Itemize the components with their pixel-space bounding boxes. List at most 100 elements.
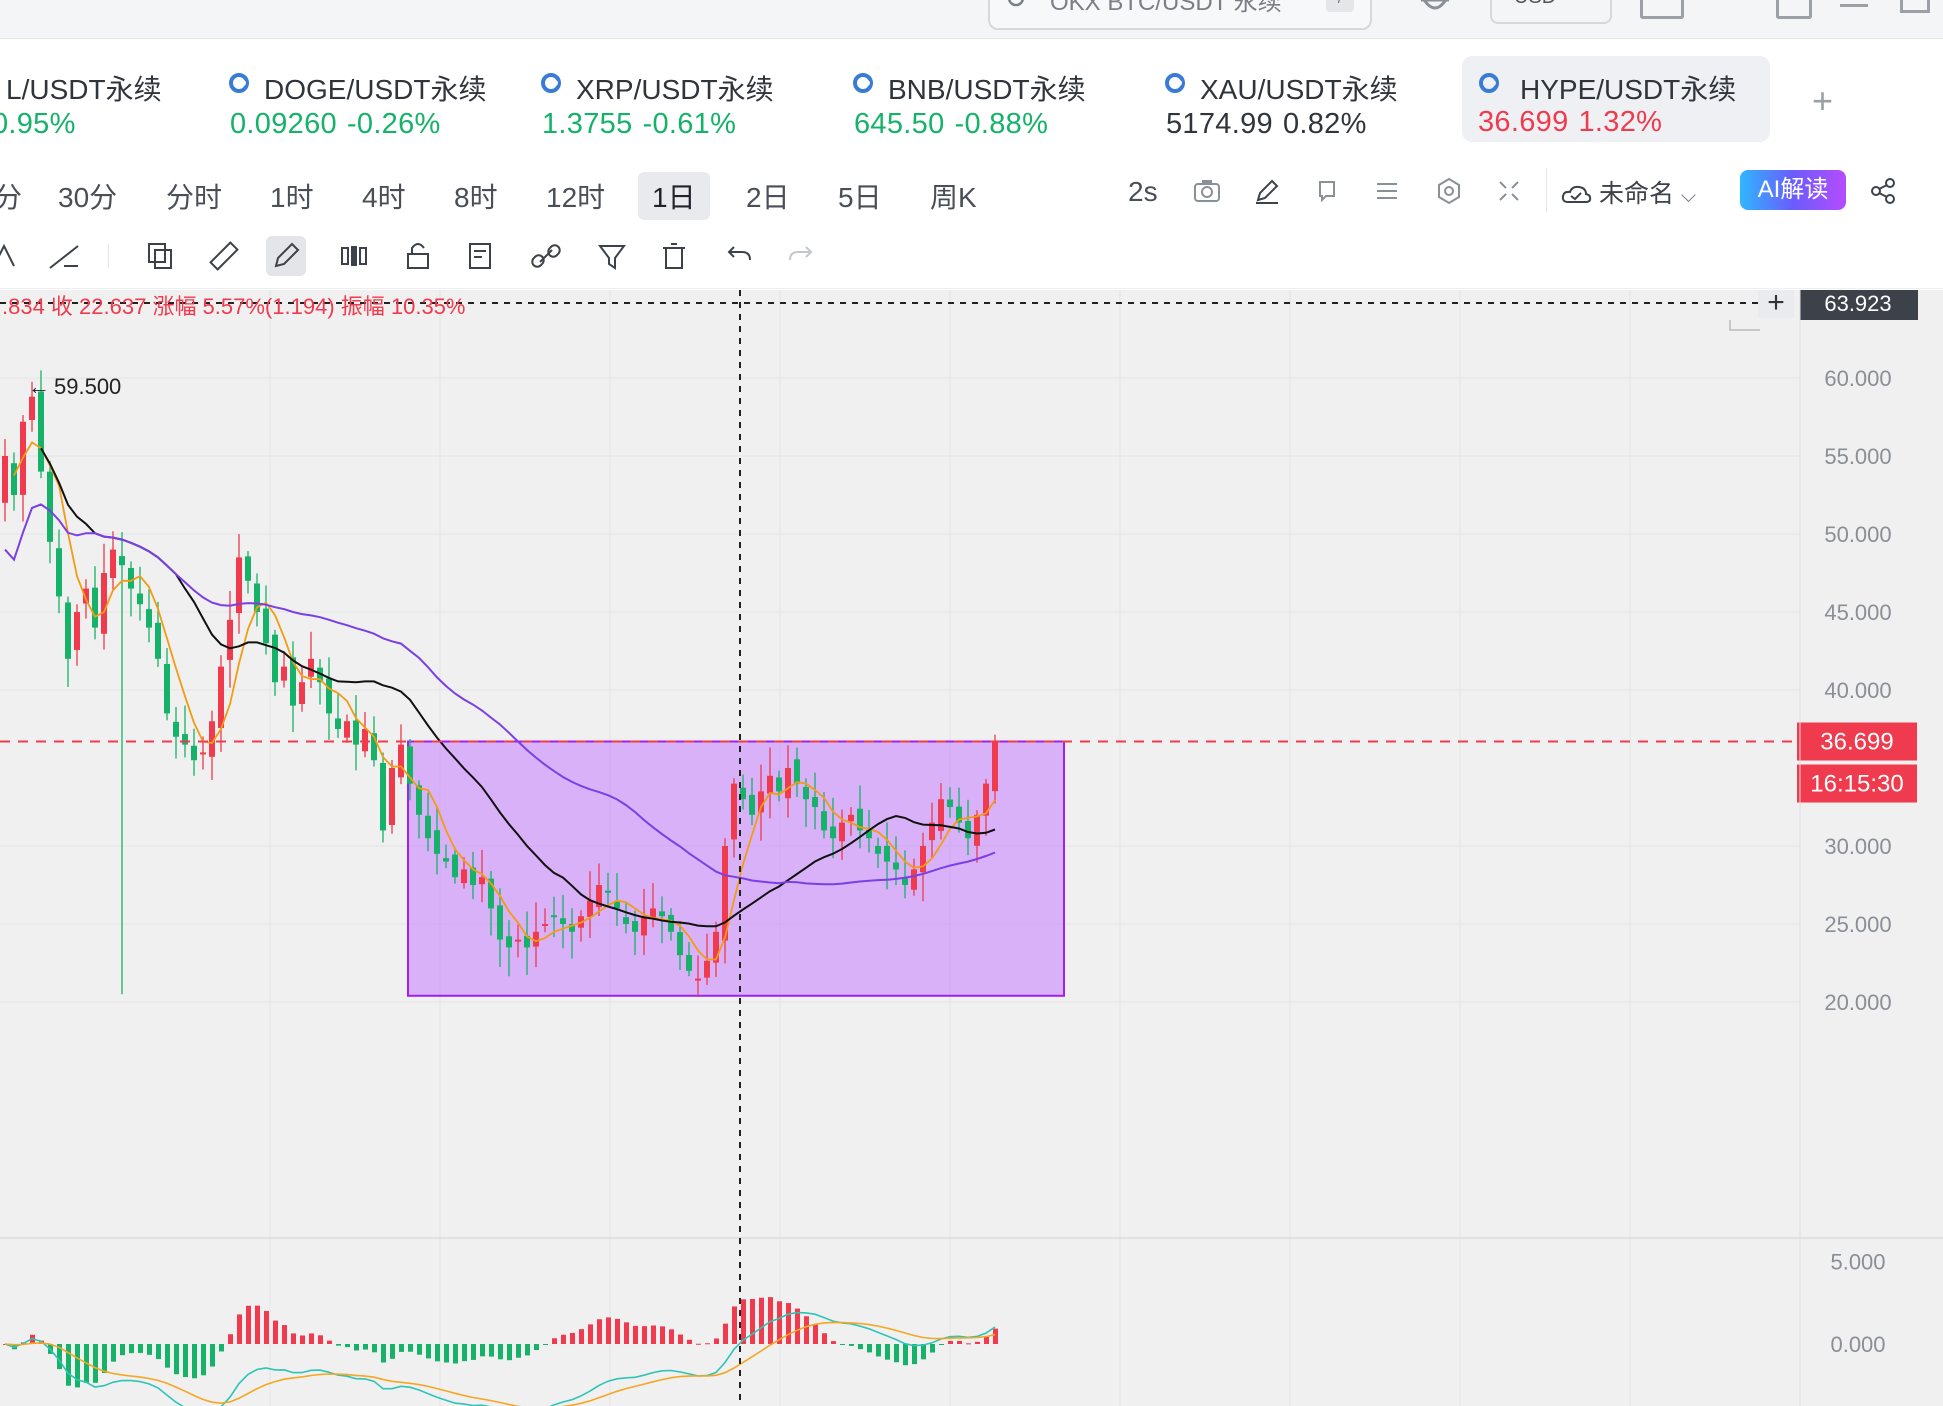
timeframe-option[interactable]: 周K	[930, 182, 977, 213]
refresh-interval[interactable]: 2s	[1128, 176, 1158, 207]
layout-icon[interactable]	[1776, 0, 1812, 19]
price-axis-label: 20.000	[1824, 990, 1891, 1015]
search-input[interactable]: OKX BTC/USDT 永续 /	[988, 0, 1372, 30]
timeframe-option[interactable]: 分时	[166, 182, 223, 213]
timeframe-option[interactable]: 8时	[454, 182, 498, 213]
macd-bar	[759, 1297, 764, 1344]
link-icon[interactable]	[526, 236, 566, 276]
ma-fast-line	[13, 441, 996, 961]
candle-body	[803, 786, 809, 800]
macd-bar	[552, 1338, 557, 1344]
minimize-icon[interactable]	[1840, 4, 1868, 7]
candle-body	[245, 556, 251, 581]
timeframe-option[interactable]: 30分	[58, 182, 118, 213]
copy-icon[interactable]	[140, 236, 180, 276]
bell-icon[interactable]	[1418, 0, 1452, 20]
search-icon	[1008, 0, 1025, 7]
candle-body	[74, 612, 80, 651]
ma-mid-line	[40, 447, 996, 928]
edit-list-icon[interactable]	[462, 236, 502, 276]
alert-icon[interactable]	[1312, 176, 1342, 206]
add-tab-button[interactable]: +	[1812, 80, 1834, 121]
settings-icon[interactable]	[1434, 176, 1464, 206]
brush-icon[interactable]	[266, 236, 306, 276]
candle-body	[128, 568, 134, 589]
crosshair-plus-box[interactable]	[1758, 290, 1794, 318]
candle-body	[110, 549, 116, 579]
candle-body	[218, 666, 224, 729]
trash-icon[interactable]	[654, 236, 694, 276]
last-price-bg	[1797, 722, 1917, 761]
resize-handle-icon[interactable]	[1729, 320, 1760, 331]
macd-bar	[876, 1344, 881, 1357]
candle-body	[776, 777, 782, 792]
candle-body	[569, 923, 575, 932]
trendline-icon[interactable]	[44, 236, 84, 276]
candle-body	[695, 978, 701, 981]
macd-bar	[129, 1344, 134, 1354]
list-icon[interactable]	[1372, 176, 1402, 206]
ai-analysis-button[interactable]: AI解读	[1740, 170, 1846, 210]
timeframe-option[interactable]: 12时	[546, 182, 606, 213]
camera-icon[interactable]	[1192, 176, 1222, 206]
ticker-tab[interactable]: XRP/USDT永续 1.3755 -0.61%	[534, 62, 794, 158]
ticker-tab[interactable]: BNB/USDT永续 645.50 -0.88%	[846, 62, 1106, 158]
macd-bar	[165, 1344, 170, 1368]
candle-body	[857, 808, 863, 831]
macd-bar	[543, 1344, 548, 1345]
pattern-icon[interactable]	[0, 236, 24, 276]
timeframe-option[interactable]: 5日	[838, 182, 882, 213]
undo-icon[interactable]	[718, 236, 758, 276]
candle-body	[821, 811, 827, 831]
timeframe-option[interactable]: 2日	[746, 182, 790, 213]
macd-bar	[642, 1326, 647, 1344]
macd-bar	[732, 1306, 737, 1344]
macd-bar	[570, 1332, 575, 1344]
crosshair-price: 63.923	[1824, 291, 1891, 316]
candle-body	[731, 783, 737, 840]
layout-name-select[interactable]: 未命名 ⌵	[1560, 174, 1696, 210]
coin-logo-icon	[853, 73, 873, 93]
candles-icon[interactable]	[334, 236, 374, 276]
candle-body	[587, 900, 593, 917]
coin-logo-icon	[541, 73, 561, 93]
fullscreen-icon[interactable]	[1900, 0, 1930, 13]
last-price-tag: 36.699 16:15:30	[1797, 722, 1917, 803]
timeframe-option-active[interactable]: 1日	[638, 172, 710, 220]
search-shortcut-key: /	[1326, 0, 1354, 12]
ticker-tab-active[interactable]: HYPE/USDT永续 36.699 1.32%	[1462, 56, 1770, 142]
ticker-price: 0.09260 -0.26%	[230, 108, 441, 140]
currency-select[interactable]: USD ▾	[1490, 0, 1612, 24]
macd-bar	[858, 1344, 863, 1350]
last-price-value: 36.699	[1820, 729, 1893, 756]
ohlc-info: .834 收 22.637 涨幅 5.57%(1.194) 振幅 10.35%	[2, 294, 465, 319]
ticker-tab[interactable]: DOGE/USDT永续 0.09260 -0.26%	[222, 62, 486, 158]
share-icon[interactable]	[1868, 176, 1898, 206]
plus-icon: +	[1767, 290, 1785, 319]
chart-overlay: + 63.923 .834 收 22.637 涨幅 5.57%(1.194) 振…	[0, 290, 1918, 1406]
macd-bar	[831, 1341, 836, 1344]
macd-bar	[291, 1333, 296, 1344]
timeframe-option[interactable]: 1时	[270, 182, 314, 213]
timeframe-option[interactable]: 4时	[362, 182, 406, 213]
redo-icon[interactable]	[782, 236, 822, 276]
window-icon[interactable]	[1640, 0, 1684, 19]
ticker-tab[interactable]: L/USDT永续 -0.95%	[0, 62, 164, 158]
pencil-icon[interactable]	[1252, 176, 1282, 206]
macd-bar	[714, 1338, 719, 1344]
macd-bar	[399, 1344, 404, 1352]
price-chart[interactable]: + 63.923 .834 收 22.637 涨幅 5.57%(1.194) 振…	[0, 290, 1943, 1406]
ruler-icon[interactable]	[204, 236, 244, 276]
timeframe-option[interactable]: 分	[0, 182, 23, 213]
ticker-tab[interactable]: XAU/USDT永续 5174.99 0.82%	[1158, 62, 1418, 158]
macd-bar	[318, 1335, 323, 1344]
collapse-icon[interactable]	[1494, 176, 1524, 206]
filter-icon[interactable]	[592, 236, 632, 276]
macd-bar	[498, 1344, 503, 1360]
price-axis[interactable]: 60.000 55.000 50.000 45.000 40.000 30.000 25.0…	[1799, 290, 1892, 1406]
candle-body	[11, 463, 17, 496]
candle-body	[236, 557, 242, 614]
unlock-icon[interactable]	[398, 236, 438, 276]
macd-bar	[804, 1316, 809, 1344]
macd-bar	[336, 1344, 341, 1346]
